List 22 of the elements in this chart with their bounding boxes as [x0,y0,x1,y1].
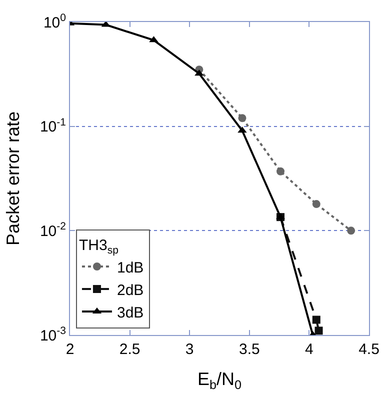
point [238,114,246,122]
point [312,316,320,324]
x-tick-label: 2.5 [119,341,140,358]
point [276,167,284,176]
legend-title: TH3$_{sp}$ [78,237,119,256]
x-tick-label: 3 [185,341,194,358]
y-tick-label: 10$^{-3}$ [40,324,66,344]
legend-label: 1dB [116,259,144,276]
x-tick-label: 4 [305,341,314,358]
legend-label: 3dB [116,304,144,322]
x-tick-label: 3.5 [238,341,260,358]
point [312,200,320,208]
legend-label: 2dB [116,282,144,299]
y-tick-label: 10$^{0}$ [43,12,66,32]
x-tick-label: 4.5 [358,341,380,358]
x-axis-title: E$_{b}$/N$_{0}$ [197,369,242,392]
y-tick-label: 10$^{-1}$ [40,116,66,136]
y-axis-title: Packet error rate [3,111,24,246]
y-tick-label: 10$^{-2}$ [40,220,66,240]
point [314,326,323,335]
x-tick-label: 2 [66,341,74,358]
point [347,226,356,235]
